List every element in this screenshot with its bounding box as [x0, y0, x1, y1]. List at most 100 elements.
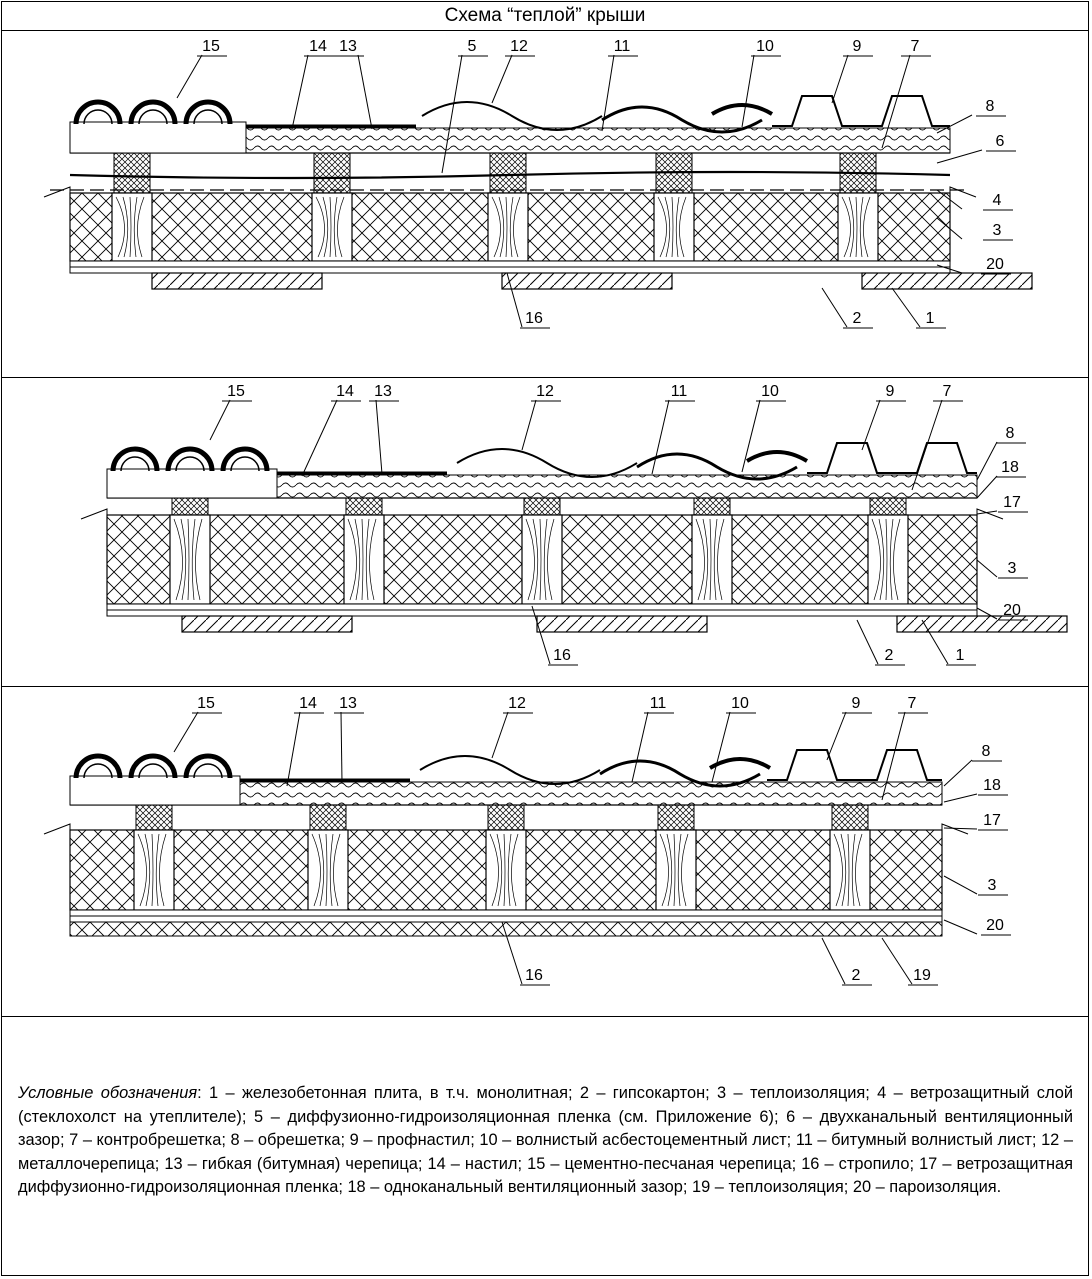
callout-label: 1	[926, 310, 935, 327]
callout-label: 7	[943, 383, 952, 400]
rafter-grain	[893, 518, 901, 601]
rafter-grain	[532, 518, 539, 601]
rafter	[307, 829, 349, 911]
metal-tile	[456, 448, 638, 478]
rafter-grain	[137, 833, 147, 907]
leader-line	[976, 607, 998, 620]
rafter-grain	[369, 518, 377, 601]
rafter-grain	[679, 196, 687, 258]
profiled-sheet	[772, 95, 950, 127]
leader-line	[936, 189, 963, 210]
break-mark	[976, 508, 1004, 527]
callout-label: 7	[908, 695, 917, 712]
metal-tile	[421, 101, 603, 131]
counter-batten	[523, 497, 561, 516]
callout-label: 8	[982, 743, 991, 760]
rafter-grain	[337, 196, 345, 258]
rafter-grain	[851, 833, 856, 907]
diagram-title: Схема “теплой” крыши	[1, 1, 1089, 31]
leader-line	[501, 921, 523, 985]
callout-label: 9	[852, 695, 861, 712]
rafter-grain	[505, 196, 508, 258]
rafter-grain	[333, 196, 338, 258]
vapor-barrier	[106, 603, 978, 611]
callout-label: 11	[650, 695, 667, 712]
leader-line	[936, 114, 973, 134]
leader-line	[826, 711, 847, 761]
rafter-grain	[889, 518, 894, 601]
counter-batten	[487, 804, 525, 831]
rafter-grain	[675, 196, 680, 258]
vapor-barrier	[69, 909, 943, 917]
leader-line	[943, 919, 978, 935]
rafter-grain	[841, 196, 851, 258]
rafter-grain	[322, 196, 329, 258]
leader-line	[921, 619, 949, 665]
leader-line	[821, 287, 848, 328]
rafter-grain	[673, 833, 676, 907]
callout-label: 7	[911, 38, 920, 55]
leader-line	[209, 399, 231, 441]
legend-text: : 1 – железобетонная плита, в т.ч. монол…	[18, 1084, 1073, 1197]
rafter-grain	[333, 833, 341, 907]
leader-line	[891, 287, 921, 328]
concrete-slab	[501, 272, 673, 290]
rafter-grain	[159, 833, 167, 907]
rafter-grain	[498, 196, 505, 258]
callout-label: 2	[852, 967, 861, 984]
sheathing	[239, 781, 943, 806]
break-mark	[43, 823, 71, 842]
callout-label: 5	[468, 38, 477, 55]
rafter-grain	[329, 833, 334, 907]
rafter	[653, 192, 695, 262]
concrete-slab	[181, 615, 353, 633]
rafter-grain	[129, 196, 132, 258]
leader-line	[291, 54, 309, 130]
rafter-grain	[709, 518, 712, 601]
cement-tile	[128, 753, 178, 779]
callout-label: 10	[756, 38, 774, 55]
break-mark	[949, 186, 977, 205]
callout-label: 3	[988, 877, 997, 894]
plasterboard	[106, 609, 978, 617]
cement-tile	[83, 109, 113, 125]
rafter	[837, 192, 879, 262]
cement-tile	[110, 446, 160, 472]
cement-tile	[73, 99, 123, 125]
leader-line	[911, 399, 943, 491]
callout-label: 16	[525, 310, 543, 327]
leader-line	[711, 711, 731, 783]
rafter-grain	[547, 518, 555, 601]
leader-line	[976, 475, 998, 499]
counter-batten	[869, 497, 907, 516]
concrete-slab	[861, 272, 1033, 290]
rafter-grain	[525, 518, 535, 601]
callout-label: 2	[853, 310, 862, 327]
rafter-grain	[347, 518, 357, 601]
leader-line	[631, 711, 649, 783]
callout-label: 3	[993, 222, 1002, 239]
rafter-grain	[489, 833, 499, 907]
leader-line	[173, 711, 199, 753]
rafter-grain	[361, 518, 364, 601]
cement-tile	[183, 99, 233, 125]
rafter-grain	[195, 518, 203, 601]
leader-line	[881, 937, 913, 985]
rafter-grain	[513, 196, 521, 258]
callout-label: 20	[986, 256, 1004, 273]
counter-batten	[831, 804, 869, 831]
callout-label: 4	[993, 192, 1002, 209]
cement-tile	[138, 109, 168, 125]
rafter-grain	[187, 518, 190, 601]
rafter-grain	[507, 833, 512, 907]
rafter-grain	[664, 196, 671, 258]
cement-tile	[183, 753, 233, 779]
callout-label: 8	[1006, 425, 1015, 442]
callout-label: 15	[227, 383, 245, 400]
rafter-grain	[702, 518, 709, 601]
leader-line	[881, 711, 906, 801]
leader-line	[976, 559, 998, 578]
rafter-grain	[885, 518, 888, 601]
leader-line	[531, 605, 551, 665]
